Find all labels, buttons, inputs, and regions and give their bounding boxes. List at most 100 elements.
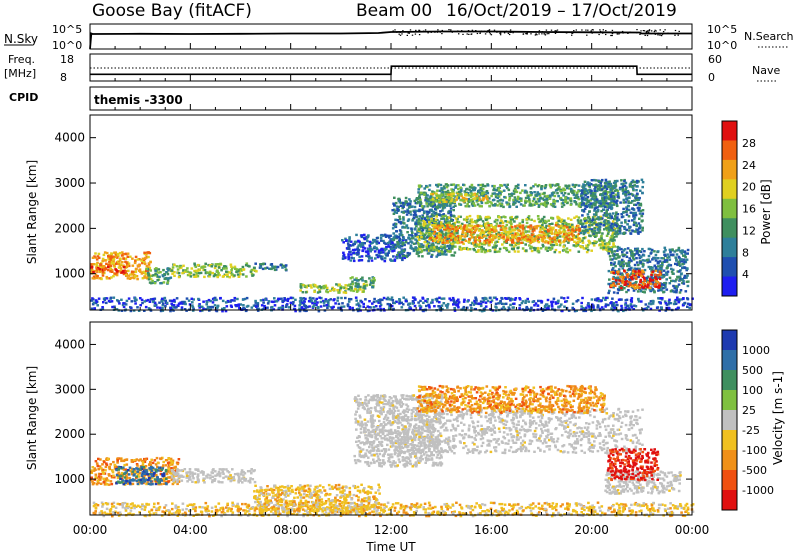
noise-search-point (434, 31, 436, 33)
power-cell (671, 268, 675, 271)
power-cell (611, 268, 614, 271)
power-cell (368, 277, 371, 280)
power-cell (131, 264, 135, 267)
power-cell (268, 267, 271, 270)
power-cell (317, 310, 321, 313)
power-cell (453, 224, 456, 227)
power-cell (530, 249, 534, 253)
power-cell (563, 188, 567, 191)
power-cell (446, 220, 450, 223)
power-cell (543, 204, 547, 207)
power-cell (440, 204, 443, 207)
power-cell (427, 234, 430, 238)
power-cell (465, 219, 468, 222)
power-cell (670, 270, 674, 273)
power-cell (583, 191, 586, 194)
power-cell (620, 221, 623, 224)
power-cell (581, 246, 584, 249)
power-cell (112, 259, 115, 263)
power-cell (638, 283, 641, 286)
power-cell (567, 184, 571, 187)
power-cell (621, 182, 625, 186)
power-cell (312, 283, 315, 286)
power-cell (614, 257, 618, 260)
power-cell (475, 226, 479, 229)
power-cell (623, 269, 626, 272)
power-cell (276, 265, 280, 269)
power-cell (377, 249, 381, 252)
power-cell (432, 232, 436, 235)
power-cell (628, 264, 631, 268)
power-cell (110, 268, 114, 272)
power-cell (558, 229, 561, 232)
power-cell (503, 241, 506, 244)
power-cell (340, 296, 343, 300)
power-cell (429, 249, 432, 252)
power-cell (457, 184, 460, 187)
power-cell (653, 250, 656, 253)
power-cell (338, 289, 342, 292)
power-cell (621, 184, 625, 187)
power-cell (392, 202, 395, 205)
power-cell (386, 253, 389, 257)
power-cell (449, 224, 453, 228)
power-cell (556, 235, 559, 238)
power-cell (493, 234, 496, 237)
power-cell (542, 231, 546, 235)
power-cell (117, 270, 121, 273)
power-cell (602, 224, 605, 227)
power-cell (369, 249, 372, 253)
power-cell (449, 214, 453, 217)
power-cell (166, 272, 170, 276)
power-cell (436, 225, 440, 229)
noise-search-point (536, 34, 538, 36)
power-cell (434, 196, 437, 200)
power-cell (305, 286, 308, 289)
power-cell (454, 227, 457, 230)
power-cell (602, 220, 606, 223)
noise-search-point (535, 33, 537, 35)
power-cell (627, 191, 630, 194)
power-cell (95, 276, 99, 280)
power-cell (372, 277, 376, 280)
power-cell (691, 297, 694, 300)
power-cell (597, 231, 601, 234)
power-cell (407, 211, 411, 214)
power-cell (431, 198, 435, 201)
power-cell (608, 247, 611, 251)
power-cell (591, 242, 595, 245)
power-cell (345, 287, 348, 290)
power-cell (507, 250, 511, 253)
power-cell (519, 223, 522, 227)
power-cell (623, 227, 627, 230)
power-cell (457, 221, 461, 224)
power-cell (595, 201, 598, 204)
power-cell (629, 259, 633, 262)
power-cell (410, 237, 414, 240)
power-cell (516, 197, 519, 201)
power-cell (626, 223, 629, 226)
power-cell (490, 240, 493, 244)
power-cell (95, 269, 98, 272)
power-cell (528, 244, 531, 247)
power-cell (429, 237, 432, 240)
power-cell (126, 255, 130, 258)
power-cell (122, 257, 125, 260)
power-cell (224, 265, 228, 268)
power-cell (533, 248, 537, 252)
power-cell (482, 241, 486, 244)
power-cell (161, 274, 165, 277)
power-cell (650, 248, 654, 252)
power-cell (436, 234, 439, 238)
power-cell (236, 270, 240, 273)
power-cell (525, 200, 529, 203)
power-cell (221, 299, 225, 303)
power-cell (494, 195, 498, 198)
power-cell (664, 281, 668, 285)
power-cell (578, 239, 582, 243)
power-cell (445, 200, 448, 203)
power-cell (189, 271, 193, 275)
power-cell (109, 264, 113, 268)
power-cell (639, 202, 643, 206)
power-cell (460, 189, 463, 192)
